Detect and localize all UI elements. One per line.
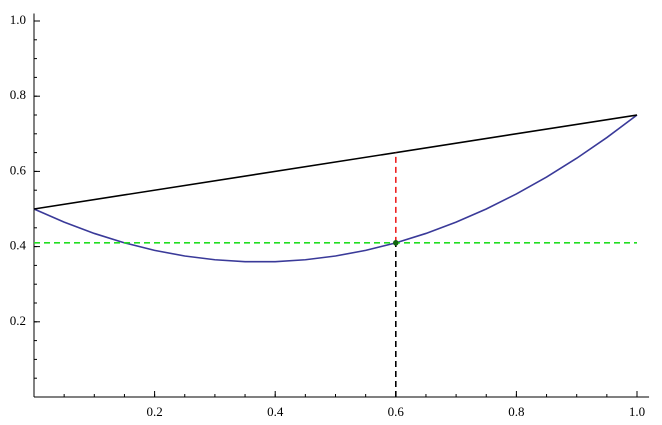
y-tick-label: 0.6: [10, 162, 27, 177]
y-tick-label: 0.4: [10, 238, 27, 253]
x-tick-label: 0.6: [388, 404, 405, 419]
y-tick-label: 0.8: [10, 87, 26, 102]
y-tick-label: 0.2: [10, 313, 26, 328]
x-tick-label: 0.2: [146, 404, 162, 419]
line: [33, 114, 638, 263]
x-tick-label: 0.8: [508, 404, 524, 419]
line: [33, 114, 638, 210]
x-tick-label: 0.4: [267, 404, 284, 419]
point: [393, 240, 399, 246]
y-tick-label: 1.0: [10, 12, 26, 27]
x-tick-label: 1.0: [629, 404, 645, 419]
